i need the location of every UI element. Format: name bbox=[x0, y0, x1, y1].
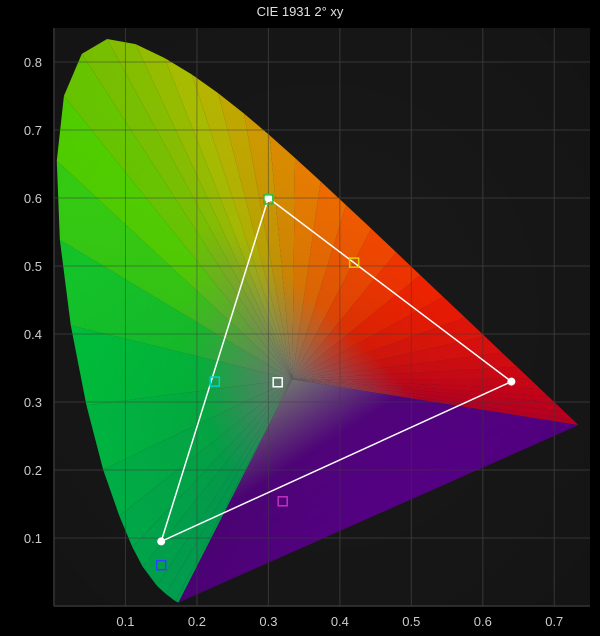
x-tick-label: 0.6 bbox=[474, 614, 492, 629]
y-tick-label: 0.3 bbox=[24, 395, 42, 410]
x-tick-label: 0.3 bbox=[259, 614, 277, 629]
triangle-vertex-red bbox=[507, 378, 515, 386]
chart-title: CIE 1931 2° xy bbox=[257, 4, 344, 19]
cie-chromaticity-chart: CIE 1931 2° xy 0.1 0.2 0.3 0.4 0.5 0.6 0.7 0.1 0.… bbox=[0, 0, 600, 636]
y-tick-label: 0.6 bbox=[24, 191, 42, 206]
y-tick-label: 0.8 bbox=[24, 55, 42, 70]
x-tick-label: 0.1 bbox=[116, 614, 134, 629]
x-tick-label: 0.5 bbox=[402, 614, 420, 629]
y-tick-label: 0.5 bbox=[24, 259, 42, 274]
y-tick-label: 0.7 bbox=[24, 123, 42, 138]
triangle-vertex-blue bbox=[157, 537, 165, 545]
x-tick-label: 0.4 bbox=[331, 614, 349, 629]
y-tick-label: 0.1 bbox=[24, 531, 42, 546]
y-tick-label: 0.4 bbox=[24, 327, 42, 342]
x-tick-label: 0.7 bbox=[545, 614, 563, 629]
x-tick-label: 0.2 bbox=[188, 614, 206, 629]
chart-svg: CIE 1931 2° xy 0.1 0.2 0.3 0.4 0.5 0.6 0.7 0.1 0.… bbox=[0, 0, 600, 636]
y-tick-label: 0.2 bbox=[24, 463, 42, 478]
